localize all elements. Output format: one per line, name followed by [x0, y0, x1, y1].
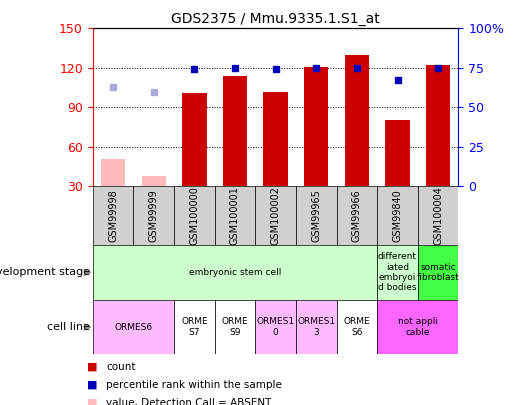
Bar	[263, 92, 288, 186]
Text: not appli
cable: not appli cable	[398, 318, 438, 337]
Bar	[296, 186, 337, 245]
Text: ORME
S9: ORME S9	[222, 318, 248, 337]
Text: value, Detection Call = ABSENT: value, Detection Call = ABSENT	[106, 398, 271, 405]
Bar	[255, 186, 296, 245]
Bar	[223, 76, 247, 186]
Bar	[304, 66, 329, 186]
Text: GSM99998: GSM99998	[108, 189, 118, 242]
Text: ■: ■	[87, 380, 98, 390]
Bar	[93, 186, 134, 245]
Bar	[344, 55, 369, 186]
Text: count: count	[106, 362, 136, 371]
Text: GSM100001: GSM100001	[230, 186, 240, 245]
Bar	[174, 300, 215, 354]
Text: GSM99965: GSM99965	[311, 189, 321, 242]
Text: somatic
fibroblast: somatic fibroblast	[417, 263, 460, 282]
Bar	[426, 65, 450, 186]
Bar	[337, 186, 377, 245]
Bar	[337, 300, 377, 354]
Bar	[385, 120, 410, 186]
Bar	[101, 159, 125, 186]
Text: GSM99966: GSM99966	[352, 189, 362, 242]
Text: GSM99840: GSM99840	[393, 189, 402, 242]
Bar	[215, 300, 255, 354]
Text: cell line: cell line	[47, 322, 90, 332]
Text: ORMES1
0: ORMES1 0	[257, 318, 295, 337]
Bar	[93, 300, 174, 354]
Bar	[418, 245, 458, 300]
Bar	[296, 300, 337, 354]
Text: GSM99999: GSM99999	[149, 189, 158, 242]
Text: ■: ■	[87, 362, 98, 371]
Text: ORMES6: ORMES6	[114, 322, 153, 332]
Text: ORMES1
3: ORMES1 3	[297, 318, 335, 337]
Text: GSM100004: GSM100004	[433, 186, 443, 245]
Title: GDS2375 / Mmu.9335.1.S1_at: GDS2375 / Mmu.9335.1.S1_at	[171, 12, 380, 26]
Bar	[93, 245, 377, 300]
Bar	[215, 186, 255, 245]
Bar	[182, 93, 207, 186]
Text: ORME
S7: ORME S7	[181, 318, 208, 337]
Bar	[377, 186, 418, 245]
Text: different
iated
embryoi
d bodies: different iated embryoi d bodies	[378, 252, 417, 292]
Bar	[377, 300, 458, 354]
Text: development stage: development stage	[0, 267, 90, 277]
Text: ■: ■	[87, 398, 98, 405]
Text: GSM100002: GSM100002	[271, 186, 280, 245]
Bar	[418, 186, 458, 245]
Text: embryonic stem cell: embryonic stem cell	[189, 268, 281, 277]
Bar	[174, 186, 215, 245]
Text: percentile rank within the sample: percentile rank within the sample	[106, 380, 282, 390]
Text: ORME
S6: ORME S6	[343, 318, 370, 337]
Bar	[255, 300, 296, 354]
Bar	[142, 176, 166, 186]
Bar	[134, 186, 174, 245]
Text: GSM100000: GSM100000	[189, 186, 199, 245]
Bar	[377, 245, 418, 300]
